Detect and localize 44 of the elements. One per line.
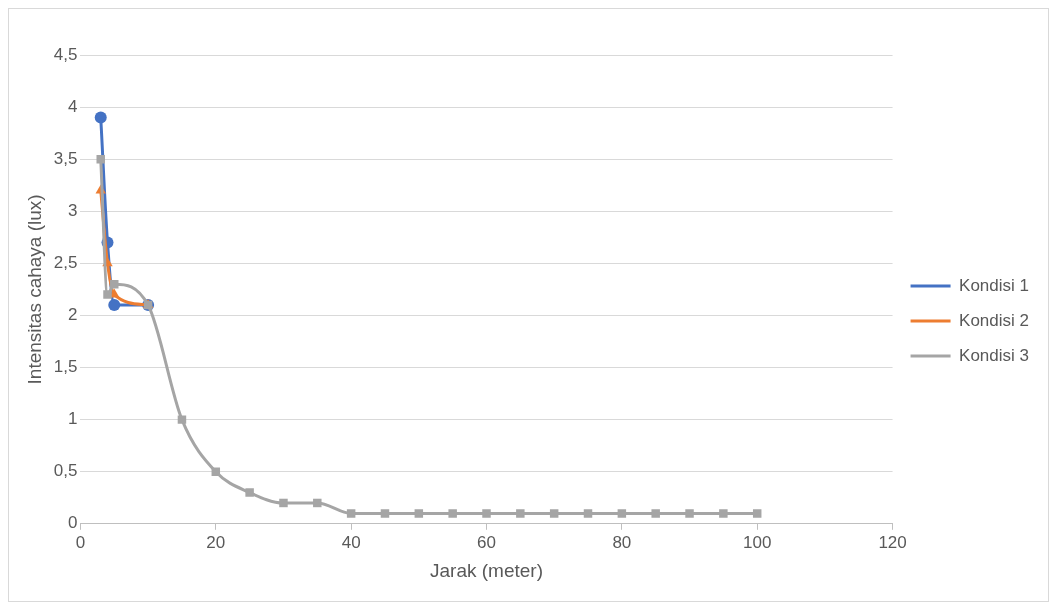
y-tick-label: 4,5 xyxy=(53,44,78,64)
x-tick-label: 20 xyxy=(206,532,226,552)
point xyxy=(313,498,322,508)
point xyxy=(482,509,491,518)
y-tick-label: 2 xyxy=(67,305,78,325)
y-tick-label: 1,5 xyxy=(53,357,78,377)
point xyxy=(346,509,356,518)
point xyxy=(752,509,762,518)
x-tick-label: 60 xyxy=(477,532,496,552)
point xyxy=(617,509,627,518)
y-axis-title: Intensitas cahaya (lux) xyxy=(23,194,45,385)
point xyxy=(516,509,525,518)
point xyxy=(414,509,424,518)
y-tick-label: 3 xyxy=(67,200,78,220)
point xyxy=(583,509,593,518)
x-tick-label: 80 xyxy=(612,532,632,552)
point xyxy=(211,467,221,476)
y-tick-label: 0,5 xyxy=(53,461,78,481)
y-tick-label: 3,5 xyxy=(53,148,78,168)
point xyxy=(177,415,187,424)
y-tick-label: 2,5 xyxy=(53,253,78,273)
point xyxy=(448,509,457,518)
y-tick-label: 0 xyxy=(67,513,78,533)
y-tick-label: 1 xyxy=(67,409,78,429)
point xyxy=(110,279,119,289)
x-axis-title: Jarak (meter) xyxy=(430,559,543,581)
y-tick-label: 4 xyxy=(67,96,78,116)
point xyxy=(279,498,288,508)
legend-label: Kondisi 1 xyxy=(959,275,1029,295)
x-tick-label: 100 xyxy=(743,532,772,552)
point xyxy=(103,290,112,299)
legend-label: Kondisi 3 xyxy=(959,345,1029,365)
point xyxy=(96,154,105,164)
point xyxy=(108,299,121,312)
legend-label: Kondisi 2 xyxy=(959,310,1029,330)
x-tick-label: 120 xyxy=(878,532,907,552)
point xyxy=(651,509,660,518)
x-tick-label: 40 xyxy=(341,532,361,552)
point xyxy=(380,509,390,518)
point xyxy=(94,111,107,124)
point xyxy=(719,509,728,518)
point xyxy=(685,509,694,518)
point xyxy=(245,488,254,497)
point xyxy=(549,509,559,518)
